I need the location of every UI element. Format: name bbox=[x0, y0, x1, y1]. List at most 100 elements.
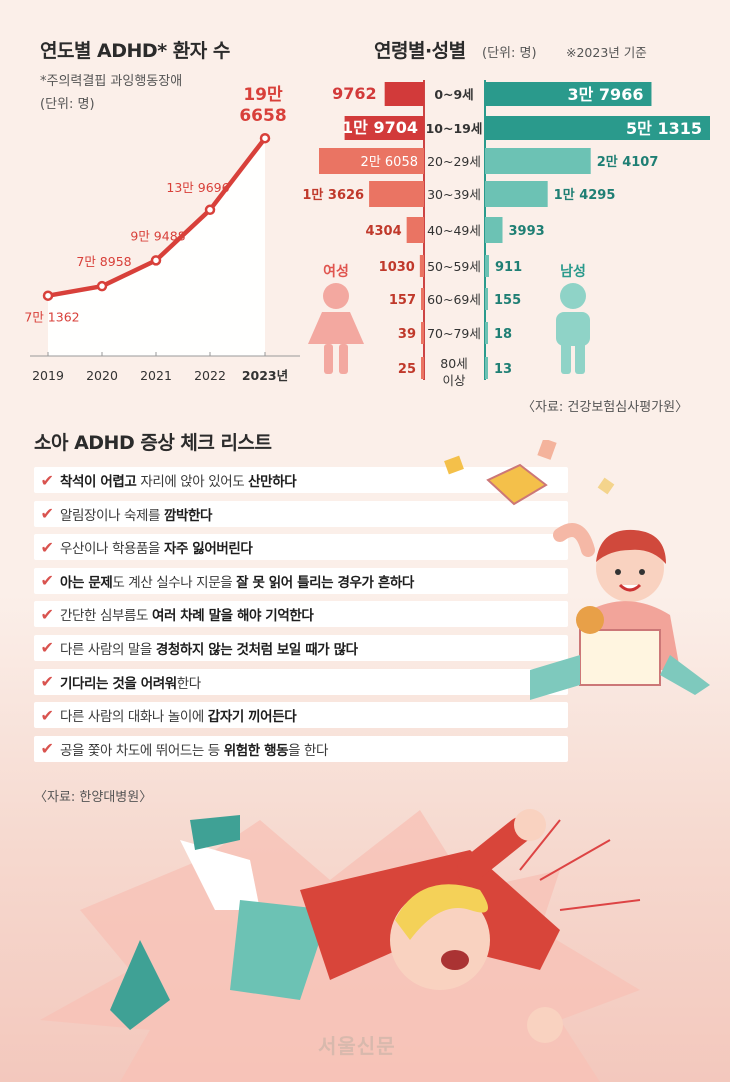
checklist-item-text: 우산이나 학용품을 자주 잃어버린다 bbox=[60, 541, 253, 558]
male-bar bbox=[485, 322, 488, 344]
bar-chart-unit: (단위: 명) bbox=[482, 46, 537, 61]
checklist-item: ✔ 아는 문제도 계산 실수나 지문을 잘 못 읽어 틀리는 경우가 흔하다 bbox=[34, 567, 568, 594]
watermark-logo: 서울신문 bbox=[318, 1034, 396, 1058]
checklist-source: 〈자료: 한양대병원〉 bbox=[34, 790, 153, 805]
line-point bbox=[150, 255, 162, 266]
checklist-item-text: 다른 사람의 대화나 놀이에 갑자기 끼어든다 bbox=[60, 709, 297, 726]
female-value-label: 39 bbox=[398, 327, 416, 342]
category-label: 50~59세 bbox=[427, 259, 481, 274]
tantrum-child-illustration bbox=[40, 809, 641, 1082]
line-chart-unit: (단위: 명) bbox=[40, 97, 95, 112]
checkmark-icon: ✔ bbox=[40, 705, 54, 725]
checklist-item-text: 아는 문제도 계산 실수나 지문을 잘 못 읽어 틀리는 경우가 흔하다 bbox=[60, 574, 414, 591]
female-value-label: 4304 bbox=[365, 224, 401, 239]
male-figure-icon bbox=[556, 283, 590, 374]
male-value-label: 3만 7966 bbox=[568, 85, 644, 104]
checkmark-icon: ✔ bbox=[40, 672, 54, 692]
female-value-label: 1030 bbox=[379, 260, 415, 275]
checklist-item-text: 알림장이나 숙제를 깜박한다 bbox=[60, 507, 213, 524]
checklist-item: ✔ 착석이 어렵고 자리에 앉아 있어도 산만하다 bbox=[34, 467, 568, 493]
line-value-label: 7만 8958 bbox=[76, 254, 131, 269]
male-bar bbox=[485, 181, 548, 207]
checkmark-icon: ✔ bbox=[40, 604, 54, 624]
checklist-item-text: 다른 사람의 말을 경청하지 않는 것처럼 보일 때가 많다 bbox=[60, 641, 358, 658]
female-bar bbox=[421, 288, 424, 310]
checklist-title: 소아 ADHD 증상 체크 리스트 bbox=[34, 432, 272, 454]
checklist-item-text: 공을 쫓아 차도에 뛰어드는 등 위험한 행동을 한다 bbox=[60, 742, 329, 759]
line-chart-area bbox=[48, 138, 265, 356]
bar-chart-basis: ※2023년 기준 bbox=[566, 45, 647, 60]
checklist-item: ✔ 공을 쫓아 차도에 뛰어드는 등 위험한 행동을 한다 bbox=[34, 735, 568, 762]
female-value-label: 9762 bbox=[332, 84, 377, 103]
age-gender-chart: 9762 3만 7966 0~9세 1만 9704 5만 1315 10~19세 2만 60… bbox=[302, 80, 710, 388]
line-value-label: 13만 9696 bbox=[166, 180, 229, 195]
male-bar bbox=[485, 148, 591, 174]
category-label: 30~39세 bbox=[427, 187, 481, 202]
x-tick-label: 2020 bbox=[86, 368, 118, 383]
line-value-label: 6658 bbox=[239, 106, 286, 126]
checklist-item-text: 간단한 심부름도 여러 차례 말을 해야 기억한다 bbox=[60, 608, 314, 625]
checkmark-icon: ✔ bbox=[40, 537, 54, 557]
category-label: 70~79세 bbox=[427, 326, 481, 341]
bar-chart-title: 연령별·성별 bbox=[374, 40, 466, 62]
male-bar bbox=[485, 217, 503, 243]
line-chart-note: *주의력결핍 과잉행동장애 bbox=[40, 74, 183, 89]
female-figure-icon bbox=[308, 283, 364, 374]
category-label: 10~19세 bbox=[426, 121, 483, 136]
line-point bbox=[204, 204, 216, 216]
checklist-item-text: 착석이 어렵고 자리에 앉아 있어도 산만하다 bbox=[60, 474, 297, 490]
checklist-item: ✔ 다른 사람의 말을 경청하지 않는 것처럼 보일 때가 많다 bbox=[34, 634, 568, 661]
x-tick-label: 2019 bbox=[32, 368, 64, 383]
checkmark-icon: ✔ bbox=[40, 571, 54, 591]
checklist-item: ✔ 기다리는 것을 어려워한다 bbox=[34, 668, 568, 695]
category-label: 20~29세 bbox=[427, 154, 481, 169]
male-bar bbox=[485, 288, 488, 310]
checkmark-icon: ✔ bbox=[40, 638, 54, 658]
checkmark-icon: ✔ bbox=[40, 470, 54, 490]
checklist-item: ✔ 우산이나 학용품을 자주 잃어버린다 bbox=[34, 534, 568, 561]
female-bar bbox=[419, 255, 424, 277]
line-value-label: 19만 bbox=[243, 85, 283, 105]
category-label: 이상 bbox=[442, 373, 466, 388]
male-value-label: 155 bbox=[494, 293, 521, 308]
line-point bbox=[96, 280, 108, 292]
category-label: 40~49세 bbox=[427, 223, 481, 238]
male-value-label: 13 bbox=[494, 362, 512, 377]
line-value-label: 9만 9488 bbox=[130, 228, 185, 243]
female-bar bbox=[421, 357, 424, 379]
female-bar bbox=[344, 116, 424, 140]
checklist: ✔ 착석이 어렵고 자리에 앉아 있어도 산만하다 ✔ 알림장이나 숙제를 깜박한다 ✔… bbox=[34, 467, 568, 769]
line-chart-ticks bbox=[47, 352, 266, 356]
male-bar bbox=[485, 357, 488, 379]
male-bar bbox=[485, 116, 710, 140]
female-value-label: 25 bbox=[398, 362, 416, 377]
checkmark-icon: ✔ bbox=[40, 504, 54, 524]
female-bar bbox=[421, 322, 424, 344]
x-tick-label: 2021 bbox=[140, 368, 172, 383]
category-label: 80세 bbox=[440, 356, 467, 371]
female-bar bbox=[369, 181, 424, 207]
female-label: 여성 bbox=[323, 263, 349, 280]
male-label: 남성 bbox=[560, 263, 586, 280]
checkmark-icon: ✔ bbox=[40, 739, 54, 759]
child-with-toybox-illustration bbox=[444, 440, 710, 700]
line-value-label: 7만 1362 bbox=[24, 310, 79, 325]
category-label: 60~69세 bbox=[427, 292, 481, 307]
category-label: 0~9세 bbox=[434, 87, 473, 102]
checklist-item: ✔ 다른 사람의 대화나 놀이에 갑자기 끼어든다 bbox=[34, 702, 568, 729]
x-tick-label: 2023년 bbox=[242, 368, 288, 383]
female-bar bbox=[406, 217, 424, 243]
male-bar bbox=[485, 82, 652, 106]
male-bar bbox=[485, 255, 489, 277]
male-value-label: 1만 4295 bbox=[554, 187, 616, 203]
female-value-label: 1만 3626 bbox=[302, 187, 364, 203]
male-value-label: 3993 bbox=[509, 224, 545, 239]
line-chart-title: 연도별 ADHD* 환자 수 bbox=[40, 40, 230, 62]
male-value-label: 2만 4107 bbox=[597, 154, 659, 170]
line-point bbox=[42, 290, 54, 301]
checklist-item: ✔ 간단한 심부름도 여러 차례 말을 해야 기억한다 bbox=[34, 601, 568, 628]
male-value-label: 18 bbox=[494, 327, 512, 342]
female-value-label: 157 bbox=[389, 293, 416, 308]
checklist-item: ✔ 알림장이나 숙제를 깜박한다 bbox=[34, 500, 568, 527]
